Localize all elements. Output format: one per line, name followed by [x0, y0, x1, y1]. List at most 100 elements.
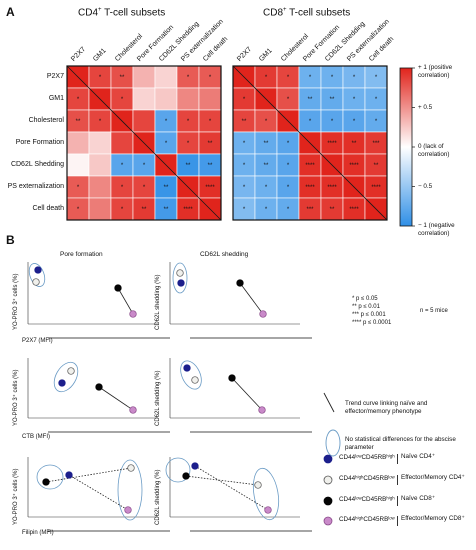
plot-p2x7-pore-point-0 [32, 278, 40, 286]
ylabel-cd62l-row-1: CD62L shedding (%) [155, 370, 161, 426]
no-difference-ellipse-icon [325, 429, 341, 457]
legend-phenotype-2: CD44ˡᵒʷCD45RBʰⁱᵍʰ [339, 496, 395, 503]
legend-group-0: Naïve CD4⁺ [397, 453, 435, 464]
cd8-star-1-6: * [375, 97, 378, 103]
cd8-star-0-6: * [375, 75, 378, 81]
cd8-star-2-1: * [265, 119, 268, 125]
cd4-star-2-0: ** [76, 119, 81, 125]
cd4-row-label-0: P2X7 [46, 73, 64, 80]
plot-p2x7-pore-point-3 [129, 310, 137, 318]
cd8-star-2-3: * [309, 119, 312, 125]
cd4-row-label-3: Pore Formation [15, 139, 64, 146]
cd8-star-3-2: * [287, 141, 290, 147]
cd8-star-2-6: * [375, 119, 378, 125]
cd4-row-label-6: Cell death [32, 205, 64, 212]
cd8-star-2-4: * [331, 119, 334, 125]
cd8-star-4-0: * [243, 163, 246, 169]
plot-filipin-cd62l-nodiff-ellipse-0 [165, 457, 191, 483]
cd8-star-4-6: ** [374, 163, 379, 169]
pore-formation-title: Pore formation [60, 251, 103, 258]
plot-p2x7-cd62l-nodiff-ellipse-0 [172, 262, 188, 294]
colorbar-label-2: 0 (lack of correlation) [418, 143, 450, 158]
plot-filipin-pore-point-2 [127, 464, 135, 472]
cd4-star-5-6: **** [205, 185, 215, 191]
cd4-star-5-2: * [121, 185, 124, 191]
cd4-diagonal-line [66, 65, 222, 221]
ylabel-pore-row-2: YO-PRO 3⁺ cells (%) [13, 468, 19, 525]
n-mice-label: n = 5 mice [420, 308, 448, 314]
legend-marker-0 [323, 454, 333, 464]
plot-filipin-cd62l-point-2 [254, 481, 262, 489]
cd4-star-2-4: * [165, 119, 168, 125]
plot-filipin-cd62l [165, 457, 312, 532]
ylabel-pore-row-0: YO-PRO 3⁺ cells (%) [13, 273, 19, 330]
cd8-star-0-1: * [265, 75, 268, 81]
xlabel-row-2: Filipin (MFI) [22, 530, 54, 536]
xlabel-row-1: CTB (MFI) [22, 434, 50, 440]
cd8-star-5-2: * [287, 185, 290, 191]
plot-p2x7-cd62l-point-1 [177, 279, 185, 287]
sig-2: ** p ≤ 0.01 [352, 304, 380, 311]
plot-p2x7-cd62l-point-3 [259, 310, 267, 318]
cd8-border [232, 65, 388, 221]
plot-p2x7-pore-point-1 [34, 266, 42, 274]
plot-filipin-pore-nodiff-ellipse-0 [36, 464, 64, 490]
plot-ctb-pore-trend-line-0 [98, 386, 134, 411]
cd4-title: CD4+ T-cell subsets [78, 7, 166, 19]
cd4-star-5-3: * [143, 185, 146, 191]
cd4-correlation-heatmap: * ** * ** *** * * * ** * *** * ** *** * * ** ***** * ** ** **… [66, 65, 222, 221]
cd8-star-1-5: * [353, 97, 356, 103]
cd4-star-0-5: * [187, 75, 190, 81]
plot-p2x7-pore [27, 262, 170, 339]
no-difference-legend-text: No statistical differences for the absci… [345, 436, 456, 451]
cd8-star-0-4: * [331, 75, 334, 81]
cd8-star-5-0: * [243, 185, 246, 191]
plot-filipin-pore-point-3 [124, 506, 132, 514]
plot-p2x7-pore-trend-line-0 [117, 287, 134, 315]
colorbar-label-0: + 1 (positive correlation) [418, 64, 453, 79]
legend-marker-1 [323, 475, 333, 485]
cd8-star-5-6: **** [371, 185, 381, 191]
legend-group-2: Naïve CD8⁺ [397, 495, 435, 506]
plot-filipin-cd62l-point-1 [191, 462, 199, 470]
cd8-star-3-5: ** [352, 141, 357, 147]
cd8-star-4-3: **** [305, 163, 315, 169]
plot-ctb-pore-point-2 [95, 383, 103, 391]
legend-phenotype-3: CD44ʰⁱᵍʰCD45RBˡᵒʷ [339, 516, 395, 523]
plot-filipin-cd62l-trend-line-0 [185, 475, 259, 486]
plot-ctb-cd62l-nodiff-ellipse-0 [180, 360, 202, 390]
cd4-star-1-0: * [77, 97, 80, 103]
cd4-row-label-4: CD62L Shedding [10, 161, 64, 168]
plot-ctb-pore-nodiff-ellipse-0 [53, 361, 79, 393]
plot-ctb-pore-point-3 [129, 406, 137, 414]
ylabel-cd62l-row-0: CD62L shedding (%) [155, 274, 161, 330]
plot-filipin-cd62l-trend-line-1 [194, 465, 269, 511]
cd4-star-2-1: * [99, 119, 102, 125]
cd4-star-6-4: ** [164, 207, 169, 213]
cd8-diagonal-line [232, 65, 388, 221]
cd4-star-5-4: ** [164, 185, 169, 191]
cd8-star-6-0: * [243, 207, 246, 213]
cd4-border [66, 65, 222, 221]
cd4-star-2-5: * [187, 119, 190, 125]
cd8-star-5-1: * [265, 185, 268, 191]
cd4-star-4-3: * [143, 163, 146, 169]
plot-ctb-cd62l-point-0 [183, 364, 191, 372]
xlabel-row-0: P2X7 (MFI) [22, 338, 53, 344]
colorbar-label-4: − 1 (negative correlation) [418, 222, 455, 237]
cd8-star-1-4: ** [330, 97, 335, 103]
legend-phenotype-1: CD44ʰⁱᵍʰCD45RBˡᵒʷ [339, 475, 395, 482]
cd4-star-4-2: * [121, 163, 124, 169]
cd8-star-6-3: *** [306, 207, 314, 213]
cd4-star-6-3: ** [142, 207, 147, 213]
cd8-star-3-6: *** [372, 141, 380, 147]
cd4-row-label-1: GM1 [48, 95, 64, 102]
plot-p2x7-cd62l-point-2 [236, 279, 244, 287]
cd8-star-4-1: ** [264, 163, 269, 169]
cd8-correlation-heatmap: * * * * * ** * ** ** * *** * * * * ** ** * **** ** **** ** * **… [232, 65, 388, 221]
correlation-colorbar [399, 67, 415, 227]
cd8-star-0-2: * [287, 75, 290, 81]
panel-b-letter: B [6, 233, 15, 247]
cd8-star-3-4: **** [327, 141, 337, 147]
